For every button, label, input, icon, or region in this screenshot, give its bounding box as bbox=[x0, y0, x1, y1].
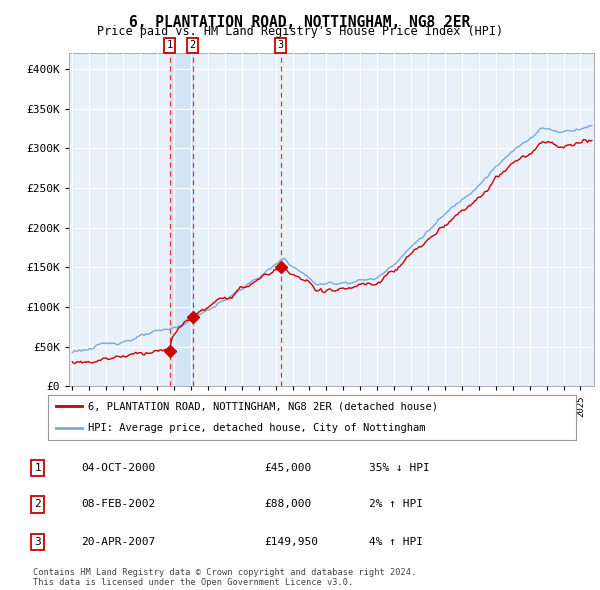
Text: 6, PLANTATION ROAD, NOTTINGHAM, NG8 2ER (detached house): 6, PLANTATION ROAD, NOTTINGHAM, NG8 2ER … bbox=[88, 401, 437, 411]
Text: 04-OCT-2000: 04-OCT-2000 bbox=[81, 463, 155, 473]
Text: 2: 2 bbox=[34, 500, 41, 509]
Text: 1: 1 bbox=[34, 463, 41, 473]
Text: 35% ↓ HPI: 35% ↓ HPI bbox=[369, 463, 430, 473]
Text: £149,950: £149,950 bbox=[264, 537, 318, 546]
Text: 3: 3 bbox=[34, 537, 41, 546]
Text: 1: 1 bbox=[167, 40, 173, 50]
Text: 6, PLANTATION ROAD, NOTTINGHAM, NG8 2ER: 6, PLANTATION ROAD, NOTTINGHAM, NG8 2ER bbox=[130, 15, 470, 30]
Text: 3: 3 bbox=[278, 40, 284, 50]
Text: 2: 2 bbox=[190, 40, 196, 50]
Text: Contains HM Land Registry data © Crown copyright and database right 2024.
This d: Contains HM Land Registry data © Crown c… bbox=[33, 568, 416, 587]
Text: 4% ↑ HPI: 4% ↑ HPI bbox=[369, 537, 423, 546]
Text: Price paid vs. HM Land Registry's House Price Index (HPI): Price paid vs. HM Land Registry's House … bbox=[97, 25, 503, 38]
Text: £88,000: £88,000 bbox=[264, 500, 311, 509]
Text: £45,000: £45,000 bbox=[264, 463, 311, 473]
Bar bbox=[170, 53, 193, 386]
Text: 20-APR-2007: 20-APR-2007 bbox=[81, 537, 155, 546]
Text: HPI: Average price, detached house, City of Nottingham: HPI: Average price, detached house, City… bbox=[88, 424, 425, 434]
Text: 08-FEB-2002: 08-FEB-2002 bbox=[81, 500, 155, 509]
Text: 2% ↑ HPI: 2% ↑ HPI bbox=[369, 500, 423, 509]
